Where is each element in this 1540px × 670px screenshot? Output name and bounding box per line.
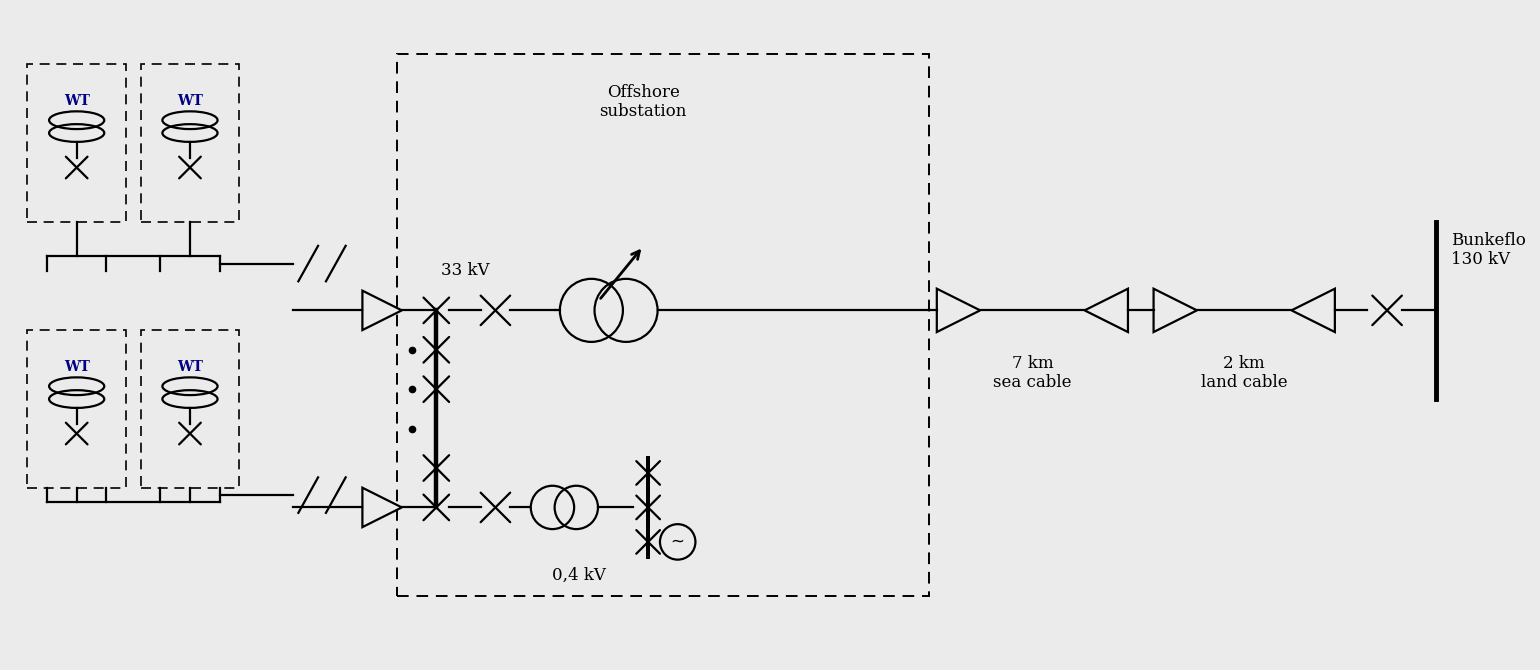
Text: WT: WT (177, 360, 203, 374)
Text: ~: ~ (671, 533, 685, 551)
Text: 7 km
sea cable: 7 km sea cable (993, 354, 1072, 391)
Text: WT: WT (63, 360, 89, 374)
Text: 2 km
land cable: 2 km land cable (1201, 354, 1287, 391)
Text: Offshore
substation: Offshore substation (599, 84, 687, 121)
Bar (28, 64, 126, 222)
Text: 0,4 kV: 0,4 kV (553, 567, 607, 584)
Text: WT: WT (177, 94, 203, 107)
Text: WT: WT (63, 94, 89, 107)
Text: Bunkeflo
130 kV: Bunkeflo 130 kV (1451, 232, 1526, 268)
Bar (140, 64, 239, 222)
Bar (28, 330, 126, 488)
Text: 33 kV: 33 kV (442, 263, 490, 279)
Bar (140, 330, 239, 488)
Bar (397, 54, 929, 596)
